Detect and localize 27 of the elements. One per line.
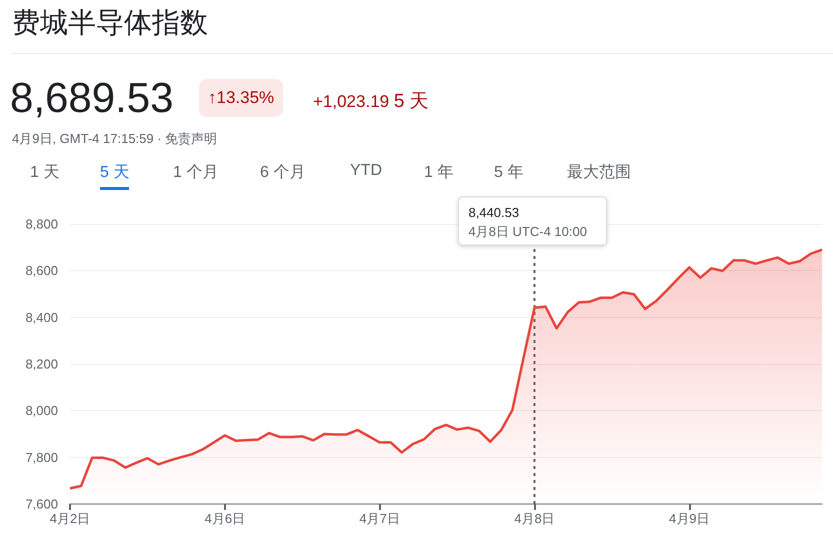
text: 1 天 — [30, 163, 60, 183]
text: +1,023.19 — [313, 92, 390, 111]
text: 1 年 — [424, 163, 454, 183]
y-tick-label: 8,600 — [25, 263, 58, 278]
x-tick-label: 4月7日 — [359, 511, 400, 526]
text: 5 天 — [100, 162, 130, 190]
text: 8,689.53 — [10, 74, 174, 122]
annotation: 8,440.53 4月8日 UTC-4 10:00 — [468, 205, 587, 239]
chart-title: 费城半导体指数 — [12, 6, 208, 40]
text: 4月9日, GMT-4 17:15:59 · 免责声明 — [12, 130, 218, 148]
text: ↑13.35% — [199, 79, 284, 117]
text: 5 天 — [394, 91, 429, 112]
y-tick-label: 8,400 — [25, 310, 58, 325]
x-tick-label: 4月6日 — [204, 511, 246, 526]
y-tick-label: 8,800 — [25, 216, 58, 232]
y-tick-label: 8,000 — [25, 403, 58, 418]
y-tick-label: 7,800 — [25, 450, 58, 465]
x-tick-label: 4月2日 — [50, 511, 90, 526]
text: 5 年 — [494, 163, 524, 183]
text: YTD — [350, 162, 382, 181]
x-tick-label: 4月9日 — [669, 511, 710, 526]
text: 6 个月 — [260, 163, 306, 183]
text: 最大范围 — [567, 162, 631, 183]
text: 1 个月 — [173, 163, 218, 183]
x-tick-label: 4月8日 — [514, 511, 555, 526]
y-tick-label: 8,200 — [25, 356, 58, 372]
y-tick-label: 7,600 — [25, 496, 58, 512]
